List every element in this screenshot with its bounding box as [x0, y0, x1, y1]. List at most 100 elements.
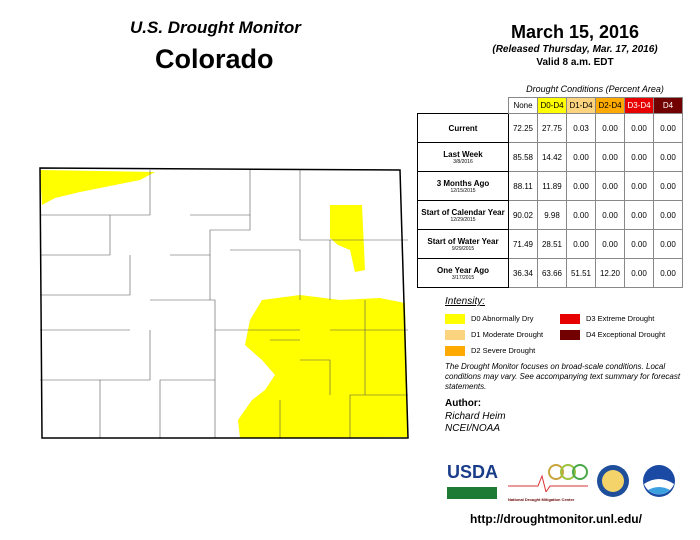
- table-cell: 72.25: [508, 113, 538, 143]
- disclaimer-note: The Drought Monitor focuses on broad-sca…: [445, 362, 681, 391]
- legend-label: D4 Exceptional Drought: [586, 330, 666, 339]
- column-header: D4: [653, 97, 683, 114]
- website-link[interactable]: http://droughtmonitor.unl.edu/: [470, 512, 642, 526]
- state-outline: [39, 167, 409, 439]
- d0-northwest: [40, 170, 155, 205]
- release-date: (Released Thursday, Mar. 17, 2016): [492, 44, 658, 55]
- table-cell: 0.00: [624, 258, 654, 288]
- table-cell: 0.00: [595, 113, 625, 143]
- table-cell: 0.00: [653, 113, 683, 143]
- row-date: 3/17/2015: [451, 274, 475, 281]
- table-cell: 0.00: [595, 229, 625, 259]
- table-row: One Year Ago 3/17/2015 36.34 63.66 51.51 12.2…: [417, 258, 683, 288]
- row-label-text: Current: [448, 123, 478, 133]
- table-cell: 0.00: [566, 142, 596, 172]
- table-cell: 0.00: [653, 229, 683, 259]
- table-cell: 0.00: [653, 142, 683, 172]
- agency-seals: [597, 465, 675, 497]
- column-header: None: [508, 97, 538, 114]
- legend-label: D3 Extreme Drought: [586, 314, 655, 323]
- table-cell: 0.00: [566, 229, 596, 259]
- table-cell: 28.51: [537, 229, 567, 259]
- row-label-text: 3 Months Ago: [436, 178, 490, 188]
- legend-title: Intensity:: [445, 296, 486, 307]
- legend-swatch: [560, 330, 580, 341]
- legend-item: D0 Abnormally Dry: [445, 314, 534, 325]
- table-row: Start of Water Year 9/29/2015 71.49 28.51 0.…: [417, 229, 683, 259]
- legend-item: D3 Extreme Drought: [560, 314, 655, 325]
- legend-item: D4 Exceptional Drought: [560, 330, 666, 341]
- table-cell: 9.98: [537, 200, 567, 230]
- colorado-map: [39, 167, 409, 439]
- table-cell: 0.00: [595, 171, 625, 201]
- table-cell: 0.00: [624, 229, 654, 259]
- legend: Intensity: D0 Abnormally Dry D1 Moderate …: [445, 296, 695, 357]
- d0-northeast: [330, 205, 365, 272]
- ndmc-text: National Drought Mitigation Center: [508, 497, 575, 502]
- table-cell: 0.00: [595, 200, 625, 230]
- table-cell: 0.00: [624, 171, 654, 201]
- legend-label: D2 Severe Drought: [471, 346, 536, 355]
- row-date: 9/29/2015: [451, 245, 475, 252]
- usda-text: USDA: [447, 462, 499, 482]
- table-cell: 11.89: [537, 171, 567, 201]
- legend-item: D1 Moderate Drought: [445, 330, 544, 341]
- row-label-text: Last Week: [443, 149, 483, 159]
- table-cell: 63.66: [537, 258, 567, 288]
- table-cell: 0.00: [624, 113, 654, 143]
- row-label-text: Start of Calendar Year: [421, 207, 505, 217]
- table-cell: 0.00: [624, 142, 654, 172]
- valid-time: Valid 8 a.m. EDT: [536, 57, 614, 68]
- state-name: Colorado: [155, 44, 274, 74]
- row-date: 12/29/2015: [450, 216, 476, 223]
- column-header: D3-D4: [624, 97, 654, 114]
- table-row: Start of Calendar Year 12/29/2015 90.02 9.9…: [417, 200, 683, 230]
- legend-label: D1 Moderate Drought: [471, 330, 544, 339]
- legend-item: D2 Severe Drought: [445, 346, 536, 357]
- column-header: D1-D4: [566, 97, 596, 114]
- map-title: U.S. Drought Monitor: [130, 18, 301, 37]
- table-cell: 90.02: [508, 200, 538, 230]
- row-label: Start of Water Year 9/29/2015: [417, 229, 509, 259]
- row-label: Start of Calendar Year 12/29/2015: [417, 200, 509, 230]
- column-header: D2-D4: [595, 97, 625, 114]
- row-date: 12/15/2015: [450, 187, 476, 194]
- map-date: March 15, 2016: [510, 22, 640, 42]
- legend-swatch: [445, 314, 465, 325]
- table-cell: 0.00: [653, 171, 683, 201]
- row-label: Last Week 3/8/2016: [417, 142, 509, 172]
- county-lines: [40, 170, 408, 438]
- table-cell: 51.51: [566, 258, 596, 288]
- table-cell: 71.49: [508, 229, 538, 259]
- author-org: NCEI/NOAA: [445, 423, 501, 434]
- table-cell: 85.58: [508, 142, 538, 172]
- row-label: Current: [417, 113, 509, 143]
- table-cell: 14.42: [537, 142, 567, 172]
- row-label-text: One Year Ago: [436, 265, 490, 275]
- table-row: 3 Months Ago 12/15/2015 88.11 11.89 0.00 0.00…: [417, 171, 683, 201]
- table-cell: 0.00: [566, 200, 596, 230]
- author-heading: Author:: [445, 398, 482, 409]
- table-cell: 0.00: [595, 142, 625, 172]
- table-cell: 0.00: [566, 171, 596, 201]
- legend-swatch: [445, 330, 465, 341]
- legend-label: D0 Abnormally Dry: [471, 314, 534, 323]
- column-header: D0-D4: [537, 97, 567, 114]
- ndmc-logo: National Drought Mitigation Center: [508, 462, 588, 502]
- row-label: One Year Ago 3/17/2015: [417, 258, 509, 288]
- table-cell: 36.34: [508, 258, 538, 288]
- row-label-text: Start of Water Year: [427, 236, 499, 246]
- table-cell: 0.03: [566, 113, 596, 143]
- table-cell: 0.00: [624, 200, 654, 230]
- table-row: Last Week 3/8/2016 85.58 14.42 0.00 0.00 0.00 0…: [417, 142, 683, 172]
- table-cell: 27.75: [537, 113, 567, 143]
- table-cell: 88.11: [508, 171, 538, 201]
- d0-southeast: [238, 295, 408, 438]
- legend-swatch: [445, 346, 465, 357]
- author-info: Richard Heim NCEI/NOAA: [445, 411, 506, 435]
- row-label: 3 Months Ago 12/15/2015: [417, 171, 509, 201]
- table-cell: 12.20: [595, 258, 625, 288]
- legend-swatch: [560, 314, 580, 325]
- table-caption: Drought Conditions (Percent Area): [526, 84, 664, 94]
- author-name: Richard Heim: [445, 411, 506, 422]
